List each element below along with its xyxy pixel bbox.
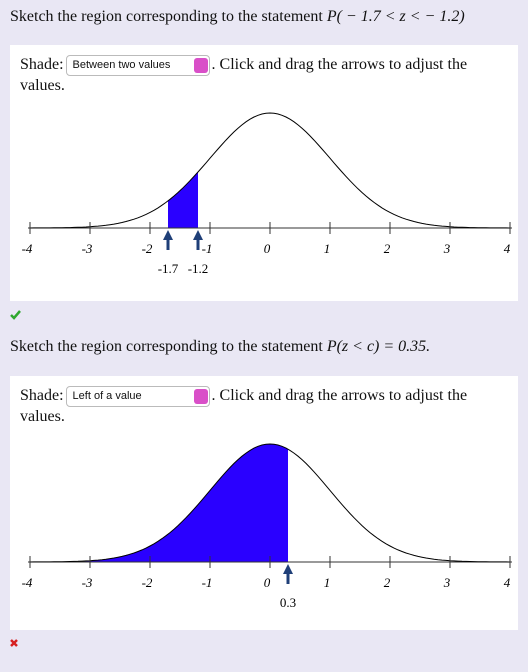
shade-line: Shade: Left of a value. Click and drag th… bbox=[20, 386, 468, 425]
arrow-head bbox=[163, 230, 173, 240]
x-tick-label: -3 bbox=[82, 241, 93, 256]
wrong-icon bbox=[10, 639, 18, 647]
instruction: Click and drag the arrows to adjust the … bbox=[20, 56, 468, 94]
shade-label: Shade: bbox=[20, 56, 64, 74]
x-tick-label: -4 bbox=[22, 575, 33, 590]
x-tick-label: 3 bbox=[443, 241, 451, 256]
select-button bbox=[193, 58, 208, 73]
select-text: Between two values bbox=[72, 59, 171, 71]
shaded-region bbox=[30, 444, 288, 562]
normal-curve bbox=[29, 112, 511, 229]
x-tick-label: -4 bbox=[22, 241, 33, 256]
x-tick-label: 0 bbox=[264, 575, 271, 590]
prompt-text: Sketch the region corresponding to the s… bbox=[10, 338, 323, 355]
arrow-label: -1.7 bbox=[158, 261, 179, 276]
instruction: Click and drag the arrows to adjust the … bbox=[20, 387, 468, 425]
x-tick-label: 0 bbox=[264, 241, 271, 256]
prompt-text: Sketch the region corresponding to the s… bbox=[10, 8, 323, 25]
correct-icon bbox=[10, 310, 21, 320]
question-panel: Shade: Between two values. Click and drag… bbox=[10, 45, 518, 301]
arrow-head bbox=[193, 230, 203, 240]
x-tick-label: -2 bbox=[142, 241, 153, 256]
shade-label: Shade: bbox=[20, 387, 64, 405]
x-tick-label: 1 bbox=[324, 575, 331, 590]
x-tick-label: 4 bbox=[504, 241, 511, 256]
x-tick-label: 2 bbox=[384, 241, 391, 256]
shade-select[interactable]: Left of a value bbox=[65, 386, 210, 407]
shaded-region bbox=[168, 172, 198, 228]
question-prompt: Sketch the region corresponding to the s… bbox=[10, 338, 430, 356]
normal-curve bbox=[29, 443, 511, 563]
arrow-head bbox=[283, 564, 293, 574]
select-button bbox=[193, 389, 208, 404]
statement: P(z < c) = 0.35. bbox=[326, 338, 431, 355]
x-tick-label: -1 bbox=[202, 575, 213, 590]
x-tick-label: 2 bbox=[384, 575, 391, 590]
x-tick-label: 1 bbox=[324, 241, 331, 256]
arrow-label: -1.2 bbox=[188, 261, 209, 276]
select-text: Left of a value bbox=[72, 390, 142, 402]
shade-select[interactable]: Between two values bbox=[65, 55, 210, 76]
arrow-label: 0.3 bbox=[280, 595, 296, 610]
x-tick-label: 4 bbox=[504, 575, 511, 590]
x-tick-label: -1 bbox=[202, 241, 213, 256]
shade-line: Shade: Between two values. Click and drag… bbox=[20, 55, 468, 94]
question-prompt: Sketch the region corresponding to the s… bbox=[10, 8, 465, 26]
x-tick-label: -3 bbox=[82, 575, 93, 590]
x-tick-label: -2 bbox=[142, 575, 153, 590]
x-tick-label: 3 bbox=[443, 575, 451, 590]
statement: P( − 1.7 < z < − 1.2) bbox=[326, 8, 465, 25]
